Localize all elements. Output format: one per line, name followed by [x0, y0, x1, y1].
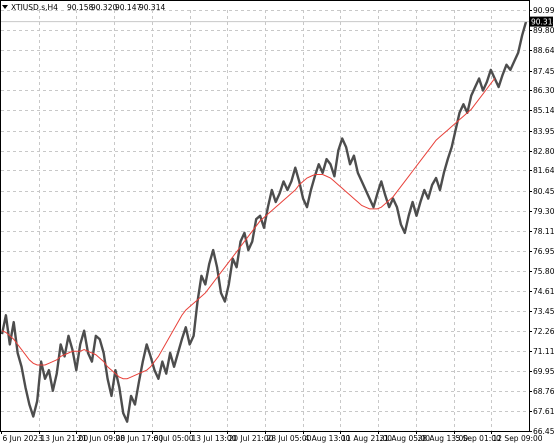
chart-header: XTIUSD.s,H4 90.158 90.320 90.147 90.314	[2, 3, 165, 12]
x-tick-label: 28 Jul 05:00	[267, 434, 312, 443]
x-tick-label: 4 Aug 13:00	[305, 434, 351, 443]
x-tick-label: 5 Sep 01:00	[456, 434, 502, 443]
last-price-tag: 90.314	[1, 16, 554, 27]
ohlc-close: 90.314	[139, 3, 165, 12]
last-price-label: 90.314	[531, 17, 554, 26]
y-tick-label: 83.955	[533, 127, 554, 136]
y-tick-label: 89.800	[533, 26, 554, 35]
y-tick-label: 67.610	[533, 407, 554, 416]
x-tick-label: 21 Aug 05:00	[380, 434, 431, 443]
y-tick-label: 86.300	[533, 86, 554, 95]
series-layer	[0, 21, 528, 423]
x-tick-label: 11 Aug 21:00	[342, 434, 393, 443]
axes	[0, 0, 532, 434]
y-tick-label: 69.955	[533, 367, 554, 376]
y-tick-label: 66.455	[533, 427, 554, 436]
moving-average-line	[1, 78, 496, 380]
last-price-badge	[530, 16, 553, 27]
y-tick-label: 72.265	[533, 327, 554, 336]
axis-labels: 90.990 89.800 88.645 87.455 86.300 85.145 83.9…	[3, 6, 554, 443]
ohlc-high: 90.320	[91, 3, 117, 12]
x-tick-label: 20 Jul 21:00	[229, 434, 274, 443]
grid-lines	[1, 10, 529, 432]
y-tick-label: 87.455	[533, 67, 554, 76]
collapse-triangle-icon[interactable]	[2, 5, 8, 9]
x-tick-label: 13 Jul 13:00	[192, 434, 237, 443]
y-tick-label: 81.645	[533, 166, 554, 175]
x-tick-label: 13 Jun 21:00	[41, 434, 89, 443]
y-tick-label: 78.110	[533, 227, 554, 236]
y-tick-label: 71.110	[533, 347, 554, 356]
price-series-line	[0, 21, 528, 423]
y-tick-label: 76.955	[533, 247, 554, 256]
x-tick-label: 28 Aug 13:00	[418, 434, 469, 443]
x-tick-label: 21 Jun 09:00	[78, 434, 126, 443]
y-tick-label: 85.145	[533, 106, 554, 115]
ohlc-low: 90.147	[115, 3, 141, 12]
y-tick-label: 68.765	[533, 387, 554, 396]
ohlc-open: 90.158	[67, 3, 93, 12]
chart-symbol-title: XTIUSD.s,H4	[11, 3, 58, 12]
x-tick-label: 6 Jun 2023	[3, 434, 44, 443]
y-tick-label: 75.800	[533, 267, 554, 276]
y-tick-label: 82.800	[533, 147, 554, 156]
y-tick-label: 73.455	[533, 307, 554, 316]
y-tick-label: 79.300	[533, 207, 554, 216]
y-tick-label: 80.455	[533, 187, 554, 196]
y-tick-label: 74.610	[533, 287, 554, 296]
x-tick-label: 6 Jul 05:00	[154, 434, 194, 443]
x-tick-label: 28 Jun 17:00	[116, 434, 164, 443]
y-tick-label: 90.990	[533, 6, 554, 15]
y-tick-label: 88.645	[533, 46, 554, 55]
x-tick-label: 12 Sep 09:00	[493, 434, 543, 443]
